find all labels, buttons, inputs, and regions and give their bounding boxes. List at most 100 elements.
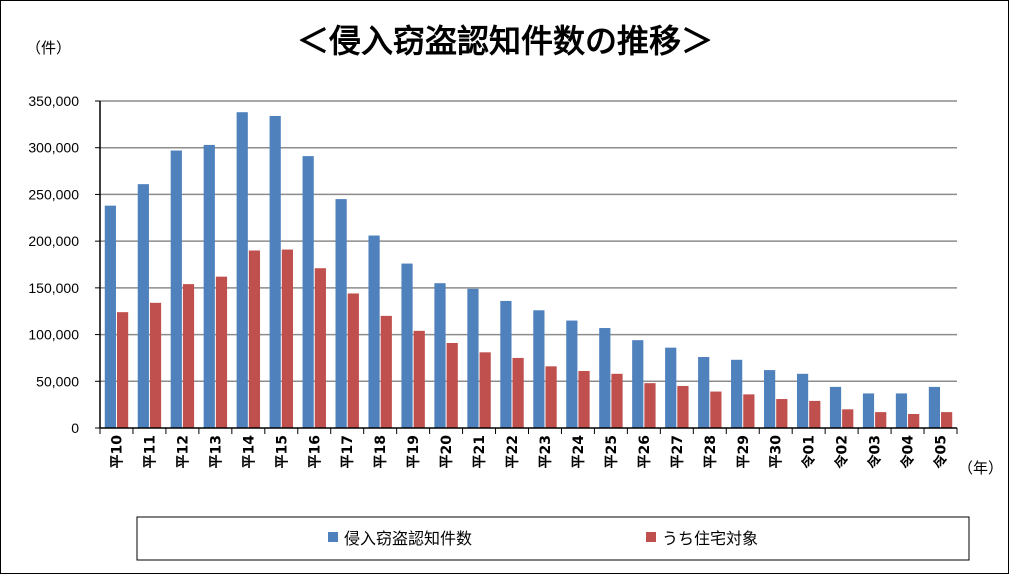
bar-burglary — [500, 300, 512, 428]
x-tick-label: 平14 — [241, 435, 257, 469]
bar-burglary — [698, 356, 710, 428]
x-axis-unit: （年） — [958, 459, 1003, 477]
bar-residential — [644, 383, 656, 428]
x-tick-label: 平25 — [604, 435, 620, 468]
bar-residential — [116, 312, 129, 428]
bar-residential — [215, 276, 228, 428]
legend: 侵入窃盗認知件数 うち住宅対象 — [136, 516, 970, 561]
bar-residential — [479, 352, 491, 428]
bar-burglary — [895, 393, 908, 428]
bar-residential — [248, 250, 261, 428]
bar-residential — [941, 412, 953, 428]
bar-burglary — [665, 347, 677, 428]
x-tick-label: 平15 — [274, 435, 290, 468]
x-tick-label: 令05 — [933, 435, 950, 469]
x-tick-label: 平17 — [340, 435, 356, 468]
bar-burglary — [335, 199, 347, 428]
bar-burglary — [236, 112, 248, 428]
bar-burglary — [731, 359, 743, 428]
bar-burglary — [170, 150, 182, 428]
bar-burglary — [467, 288, 479, 428]
x-tick-label: 平24 — [571, 435, 587, 469]
bars — [104, 112, 953, 428]
bar-residential — [677, 385, 689, 428]
bar-burglary — [104, 205, 116, 428]
bar-burglary — [796, 373, 809, 428]
x-tick-label: 平28 — [703, 435, 719, 468]
x-tick-label: 平13 — [208, 435, 224, 468]
x-tick-label: 平23 — [538, 435, 554, 468]
y-tick-label: 50,000 — [36, 373, 79, 389]
bar-residential — [512, 357, 524, 428]
x-tick-label: 平26 — [637, 435, 653, 468]
chart-title: ＜侵入窃盗認知件数の推移＞ — [297, 22, 713, 60]
legend-label: うち住宅対象 — [662, 529, 758, 548]
bar-burglary — [829, 386, 842, 428]
y-axis-unit: （件） — [26, 39, 71, 57]
bar-residential — [710, 391, 722, 428]
bar-burglary — [434, 283, 446, 428]
y-tick-label: 0 — [71, 420, 79, 436]
x-tick-label: 令04 — [900, 435, 917, 470]
bar-burglary — [203, 144, 215, 428]
bar-residential — [578, 371, 590, 428]
bar-burglary — [302, 156, 314, 428]
y-tick-label: 350,000 — [28, 93, 79, 109]
x-tick-label: 令03 — [867, 435, 884, 469]
x-tick-label: 平20 — [439, 435, 455, 469]
y-tick-label: 150,000 — [28, 280, 79, 296]
bar-burglary — [533, 310, 545, 428]
x-tick-label: 平12 — [175, 435, 191, 468]
bar-residential — [413, 330, 425, 428]
legend-label: 侵入窃盗認知件数 — [344, 529, 472, 548]
x-tick-label: 平29 — [736, 435, 752, 468]
bar-residential — [842, 409, 854, 428]
x-tick-label: 平27 — [670, 435, 686, 468]
x-tick-label: 平19 — [406, 435, 422, 468]
bar-burglary — [566, 320, 578, 428]
bar-burglary — [928, 386, 941, 428]
x-tick-label: 平21 — [472, 435, 488, 468]
bar-residential — [809, 400, 821, 428]
bar-residential — [545, 366, 557, 428]
bar-burglary — [862, 393, 875, 428]
x-tick-label: 平18 — [373, 435, 389, 468]
legend-swatch — [646, 532, 656, 542]
bar-residential — [446, 342, 458, 428]
bar-residential — [776, 399, 788, 428]
bar-burglary — [368, 235, 380, 428]
bar-residential — [182, 284, 195, 428]
legend-box — [136, 516, 970, 561]
bar-residential — [149, 302, 162, 428]
bar-residential — [281, 249, 293, 428]
legend-swatch — [328, 532, 338, 542]
bar-residential — [314, 268, 326, 428]
bar-burglary — [269, 115, 281, 428]
bar-residential — [875, 412, 887, 428]
y-tick-label: 100,000 — [28, 327, 79, 343]
x-tick-label: 平11 — [142, 435, 158, 468]
x-tick-label: 令02 — [834, 435, 851, 469]
bar-residential — [347, 293, 359, 428]
bar-burglary — [764, 370, 776, 428]
x-tick-labels: 平10 平11 平12 平13 平14 平15 平16 平17 平18 平19 平20 平21 平22 平… — [109, 435, 949, 470]
bar-residential — [380, 315, 392, 428]
bar-residential — [908, 413, 920, 428]
x-tick-label: 平16 — [307, 435, 323, 468]
y-tick-labels: 0 50,000 100,000 150,000 200,000 250,000 300,0… — [28, 93, 79, 436]
bar-residential — [611, 373, 623, 428]
bar-burglary — [137, 184, 149, 428]
bar-burglary — [401, 263, 413, 428]
x-tick-label: 平30 — [769, 435, 785, 469]
x-tick-label: 平10 — [109, 435, 125, 469]
bar-burglary — [632, 340, 644, 428]
y-tick-label: 250,000 — [28, 186, 79, 202]
x-tick-label: 令01 — [801, 435, 818, 469]
bar-residential — [743, 394, 755, 428]
bar-burglary — [599, 328, 611, 428]
y-tick-label: 200,000 — [28, 233, 79, 249]
x-tick-label: 平22 — [505, 435, 521, 468]
y-tick-label: 300,000 — [28, 140, 79, 156]
axes — [99, 101, 958, 434]
